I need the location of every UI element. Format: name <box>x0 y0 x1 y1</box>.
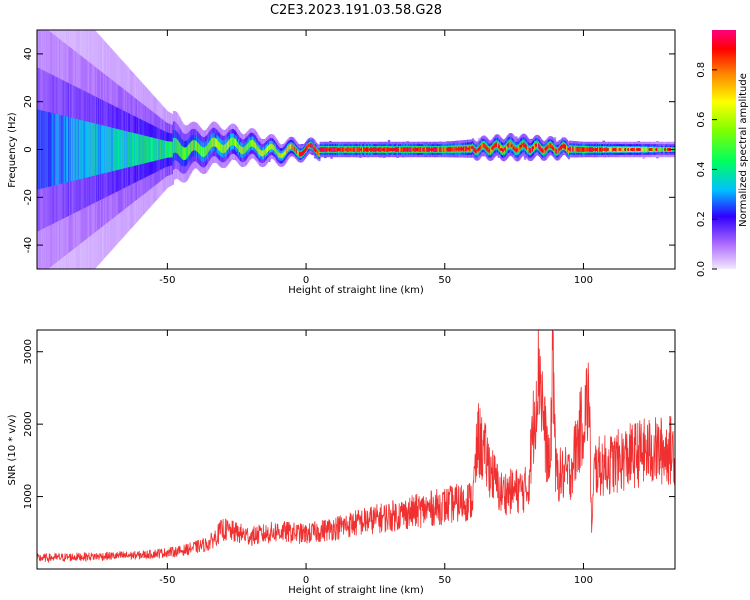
y-tick-label: 20 <box>23 95 34 108</box>
spectrogram-xlabel: Height of straight line (km) <box>288 285 424 296</box>
x-tick-label: 0 <box>303 275 309 286</box>
y-tick-label: 40 <box>23 48 34 61</box>
snr-xlabel: Height of straight line (km) <box>288 585 424 596</box>
snr-frame <box>36 329 676 570</box>
spectrogram-ticks: -50 0 50 100 -40 -20 0 20 40 <box>23 30 675 286</box>
x-tick-label: -50 <box>159 575 175 586</box>
snr-ticks: -50 0 50 100 1000 2000 3000 <box>23 330 675 586</box>
x-tick-label: 50 <box>438 275 451 286</box>
snr-series-line <box>37 330 675 564</box>
colorbar-label: Normalized spectral amplitude <box>738 73 749 227</box>
spectrogram-panel: -50 0 50 100 -40 -20 0 20 40 Height of straight … <box>7 29 676 296</box>
colorbar-ticks: 0.0 0.2 0.4 0.6 0.8 <box>696 62 717 277</box>
y-tick-label: 0 <box>23 146 34 152</box>
snr-ylabel: SNR (10 * v/v) <box>7 414 18 485</box>
figure-title: C2E3.2023.191.03.58.G28 <box>270 3 442 18</box>
x-tick-label: 100 <box>574 575 593 586</box>
colorbar-tick-label: 0.2 <box>696 211 707 227</box>
y-tick-label: 1000 <box>23 484 34 509</box>
spectrogram-heatmap <box>37 30 675 269</box>
colorbar-tick-label: 0.4 <box>696 161 707 177</box>
x-tick-label: 0 <box>303 575 309 586</box>
spectrogram-ylabel: Frequency (Hz) <box>7 112 18 188</box>
snr-panel: -50 0 50 100 1000 2000 3000 Height of straight… <box>7 329 676 596</box>
y-tick-label: 3000 <box>23 339 34 364</box>
x-tick-label: -50 <box>159 275 175 286</box>
x-tick-label: 100 <box>574 275 593 286</box>
colorbar-gradient <box>712 30 736 269</box>
y-tick-label: -20 <box>23 189 34 205</box>
colorbar: 0.0 0.2 0.4 0.6 0.8 Normalized spectral ampl… <box>696 30 749 277</box>
heatmap-cell <box>523 154 527 160</box>
x-tick-label: 50 <box>438 575 451 586</box>
colorbar-tick-label: 0.0 <box>696 261 707 277</box>
y-tick-label: -40 <box>23 237 34 253</box>
colorbar-tick-label: 0.6 <box>696 112 707 128</box>
y-tick-label: 2000 <box>23 411 34 436</box>
colorbar-tick-label: 0.8 <box>696 62 707 78</box>
